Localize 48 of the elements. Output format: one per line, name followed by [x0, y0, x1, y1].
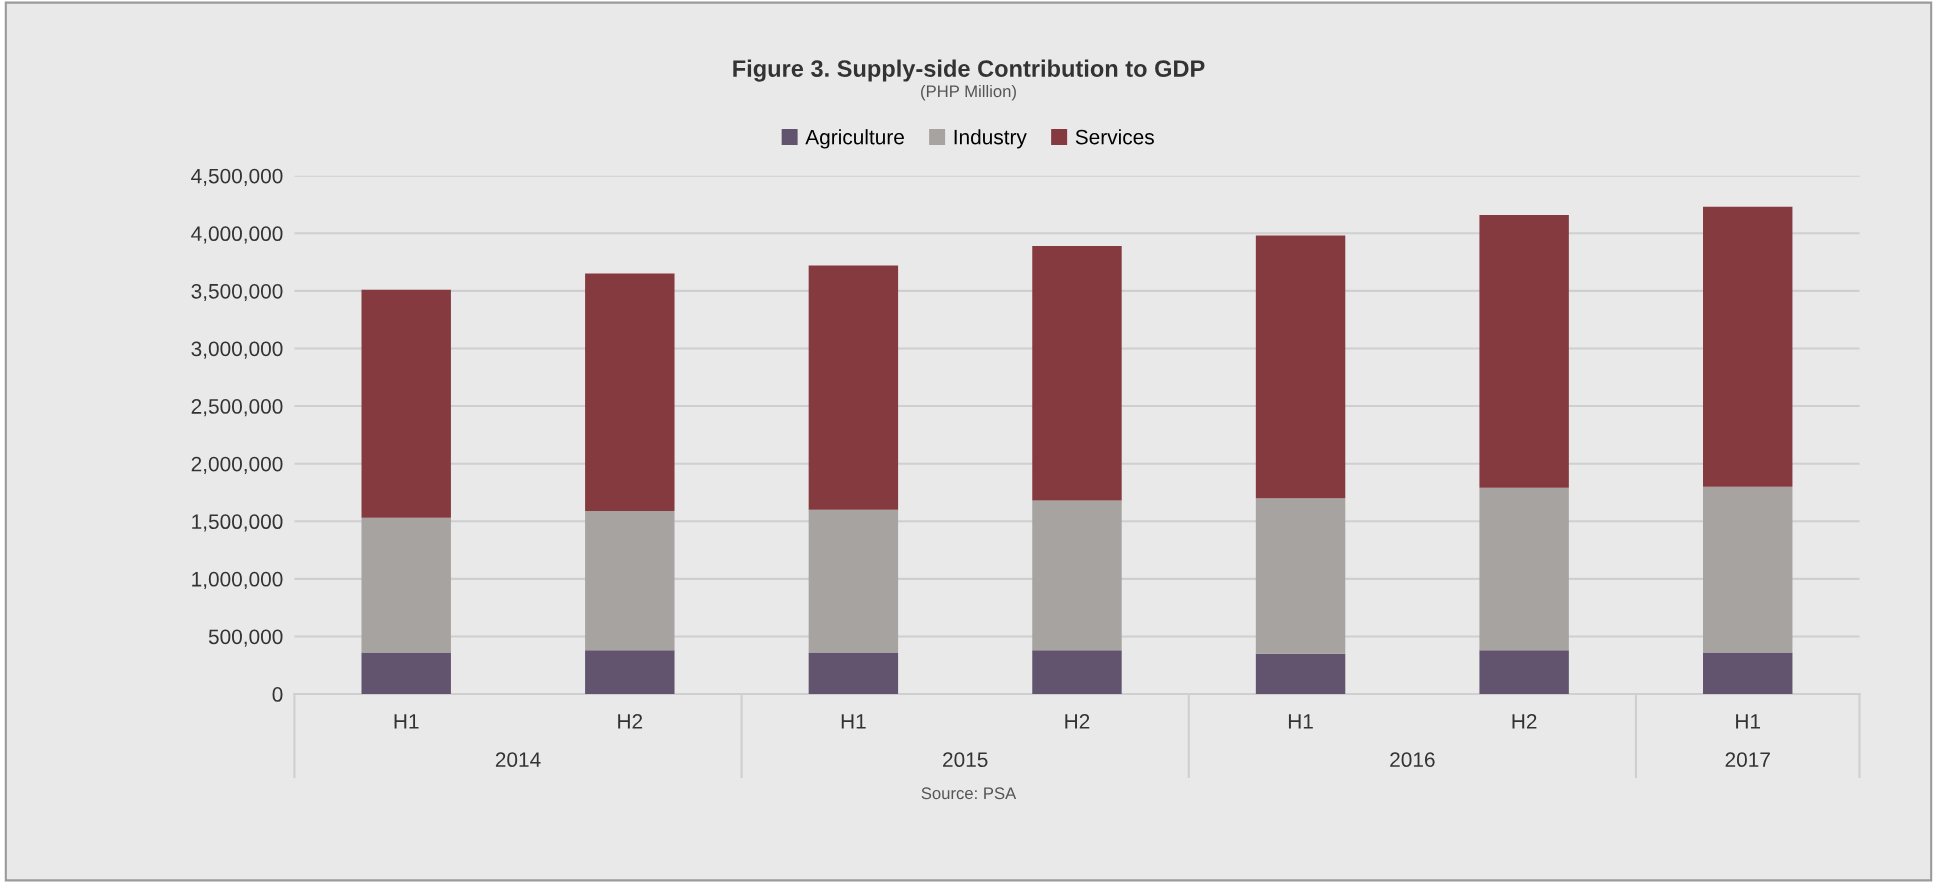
text: 2017 — [1725, 752, 1770, 768]
bar — [1479, 650, 1569, 695]
text: 2016 — [1390, 752, 1435, 768]
x-tick-label: H1 — [1736, 714, 1761, 729]
y-tick-label: 0 — [272, 687, 283, 702]
text: 2015 — [943, 752, 988, 768]
bar — [361, 517, 451, 653]
bar — [1255, 498, 1346, 654]
chart-subtitle: (PHP Million) — [921, 84, 1016, 101]
source-note: Source: PSA — [921, 787, 1017, 800]
bar — [1032, 500, 1122, 651]
bar — [1032, 650, 1122, 695]
legend-label: Agriculture — [805, 129, 904, 149]
bar — [1032, 245, 1122, 501]
y-tick-label: 3,500,000 — [191, 283, 283, 302]
x-tick-label: H2 — [1065, 714, 1090, 729]
bar — [1479, 214, 1569, 488]
bar — [808, 652, 899, 695]
legend-label: Industry — [954, 129, 1027, 149]
bar — [585, 510, 675, 651]
legend-label: Services — [1075, 129, 1154, 145]
y-tick-label: 4,500,000 — [191, 168, 283, 186]
bar — [585, 273, 675, 511]
x-tick-label: H1 — [1288, 714, 1313, 729]
y-tick-label: 2,000,000 — [191, 456, 283, 474]
bar — [808, 509, 899, 653]
y-tick-label: 1,000,000 — [192, 571, 283, 590]
y-tick-label: 500,000 — [208, 629, 283, 647]
bar — [1703, 652, 1793, 695]
x-tick-label: H2 — [1512, 714, 1537, 729]
y-tick-label: 4,000,000 — [191, 226, 283, 244]
y-tick-label: 1,500,000 — [192, 514, 283, 532]
x-tick-label: H1 — [841, 714, 866, 729]
bar — [361, 652, 451, 695]
bar — [1255, 653, 1346, 695]
bar — [808, 265, 899, 510]
bar — [1703, 486, 1793, 653]
bar — [1479, 487, 1569, 651]
text: 2014 — [495, 752, 541, 768]
y-tick-label: 3,000,000 — [191, 341, 283, 359]
y-tick-label: 2,500,000 — [191, 399, 283, 417]
chart-title: Figure 3. Supply-side Contribution to GDP — [733, 59, 1205, 82]
bar — [585, 650, 675, 695]
x-tick-label: H2 — [618, 714, 643, 729]
x-tick-label: H1 — [394, 714, 419, 729]
bar — [1703, 206, 1793, 487]
bar — [1255, 235, 1346, 499]
bar — [361, 289, 451, 518]
